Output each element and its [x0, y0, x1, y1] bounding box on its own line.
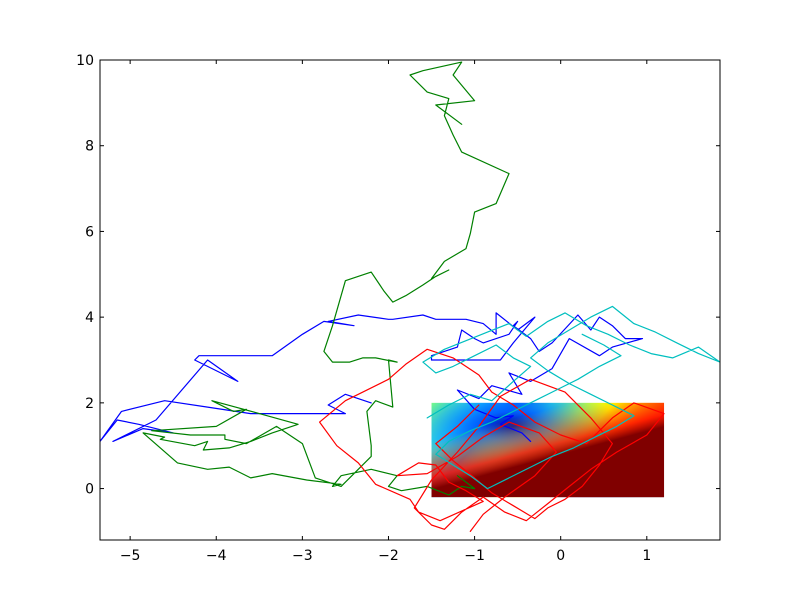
y-tick-label: 4: [85, 310, 94, 326]
x-tick-label: −4: [206, 548, 227, 564]
axes-frame: [99, 59, 721, 541]
x-tick-label: −3: [292, 548, 313, 564]
series-line-1: [100, 312, 644, 442]
x-tick-label: −2: [378, 548, 399, 564]
series-line-3: [319, 348, 665, 532]
series-line-4: [422, 305, 720, 490]
y-tick-label: 2: [85, 396, 94, 412]
y-tick-label: 6: [85, 224, 94, 240]
heatmap-high-region: [431, 402, 665, 498]
x-tick-label: −1: [464, 548, 485, 564]
y-tick-label: 10: [76, 53, 94, 69]
y-tick-label: 0: [85, 482, 94, 498]
y-tick-label: 8: [85, 139, 94, 155]
x-tick-label: 0: [556, 548, 565, 564]
y-axis-ticks: 0 2 4 6 8 10: [76, 53, 720, 498]
random-walk-series: [100, 61, 720, 532]
x-tick-label: 1: [642, 548, 651, 564]
x-tick-label: −5: [120, 548, 141, 564]
x-axis-ticks: −5 −4 −3 −2 −1 0 1: [120, 60, 651, 564]
series-line-2: [142, 61, 510, 496]
contour-heatmap: [431, 402, 665, 498]
